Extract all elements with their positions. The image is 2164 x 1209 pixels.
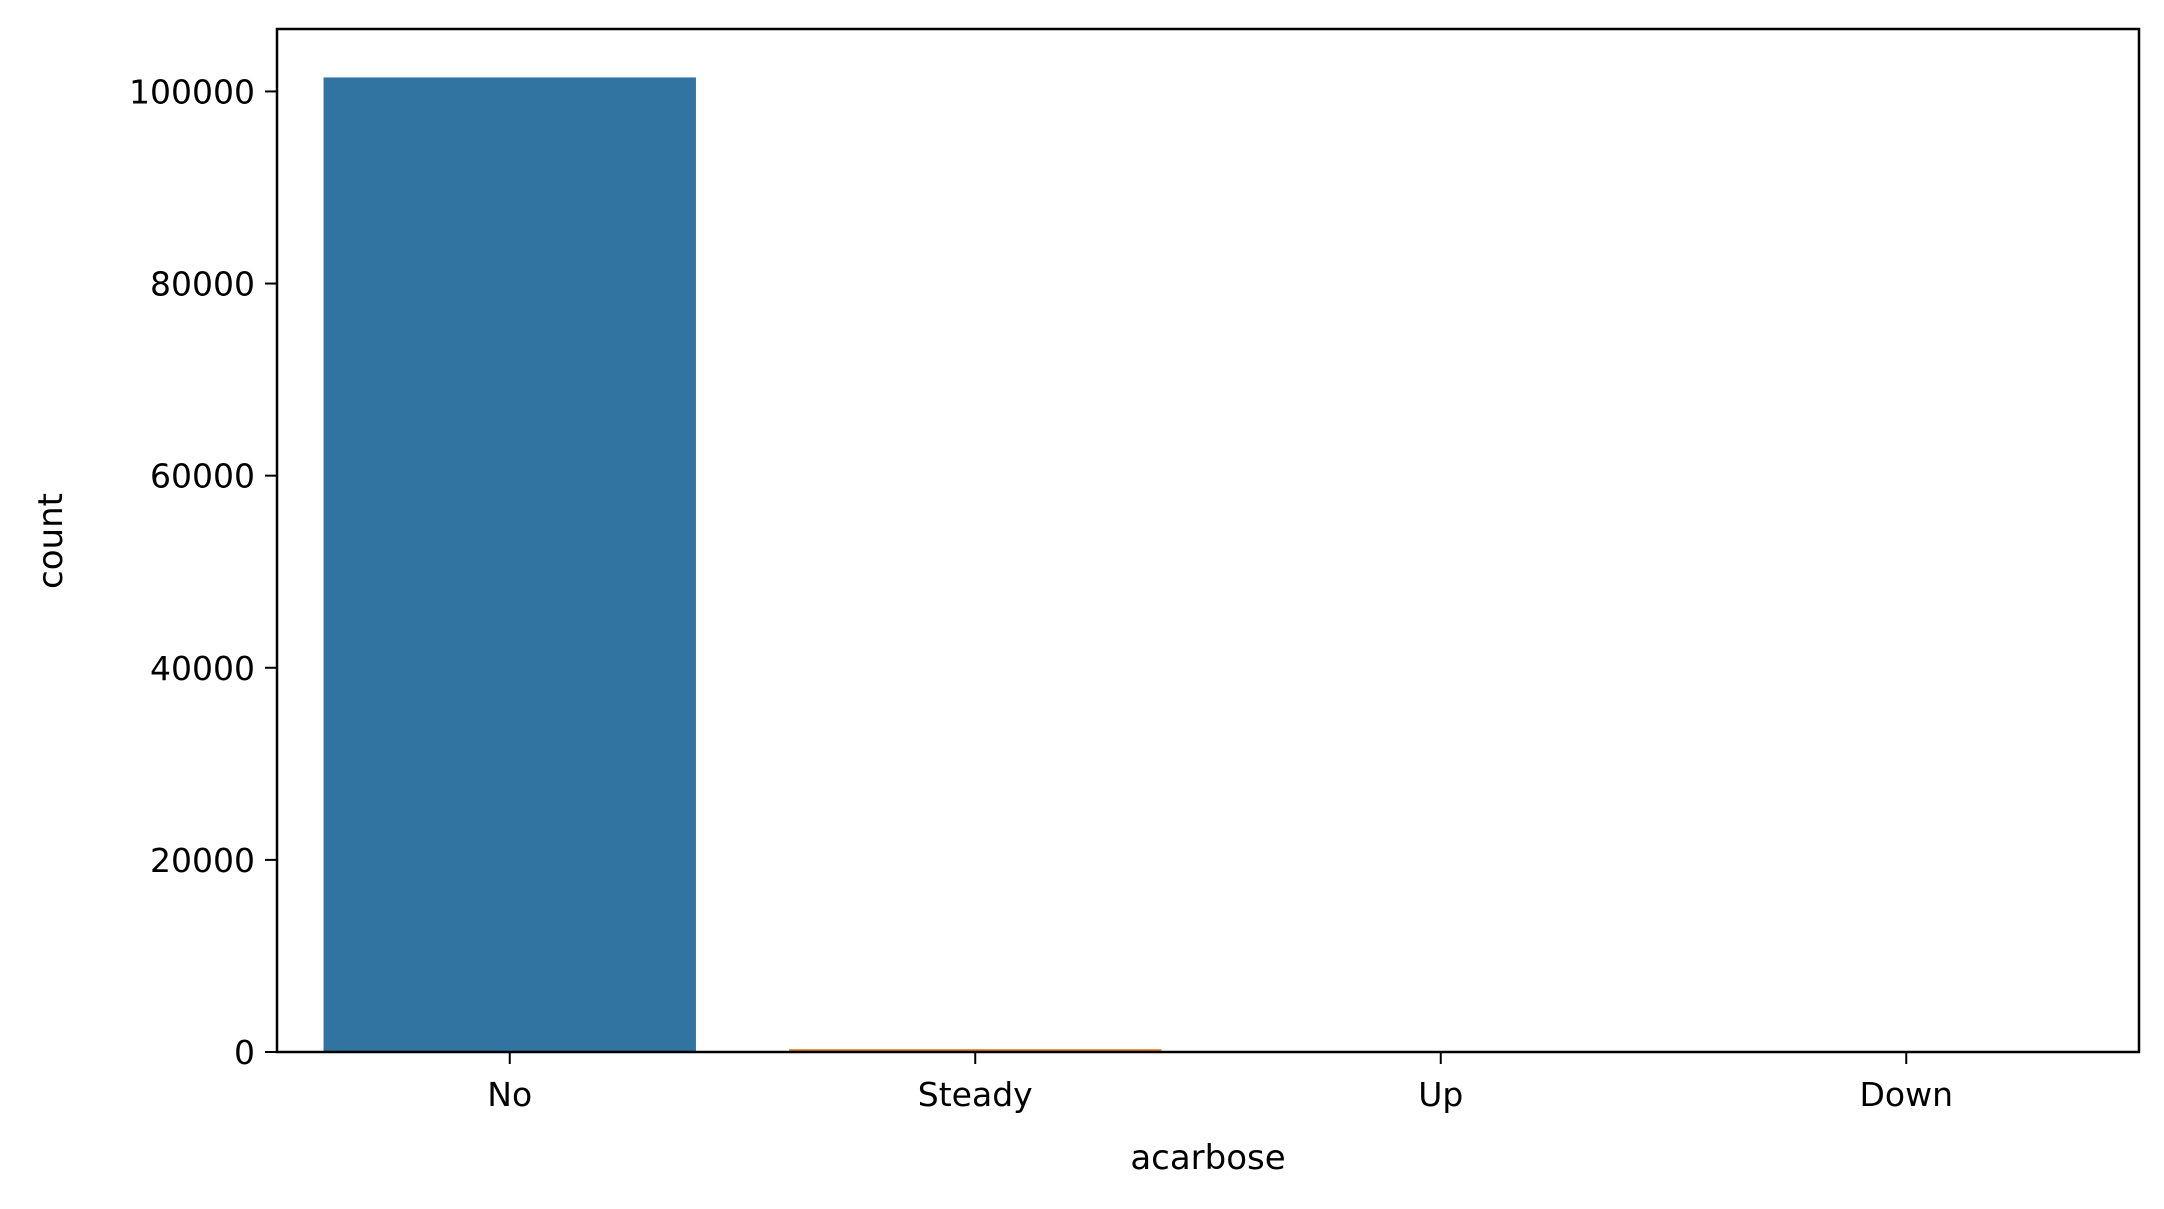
x-tick-label: Steady (918, 1075, 1033, 1114)
y-axis: 0 20000 40000 60000 80000 100000 (129, 72, 277, 1072)
x-tick-label: Down (1859, 1075, 1953, 1114)
x-axis-label: acarbose (1130, 1138, 1285, 1178)
y-tick-label: 60000 (150, 457, 255, 496)
x-tick-label: No (487, 1075, 532, 1114)
bar-no (324, 77, 696, 1052)
y-tick-label: 40000 (150, 649, 255, 688)
x-tick-label: Up (1418, 1075, 1463, 1114)
y-tick-label: 80000 (150, 265, 255, 304)
bars-group (324, 77, 2093, 1052)
y-tick-label: 0 (234, 1033, 255, 1072)
y-axis-label: count (31, 493, 71, 589)
y-tick-label: 100000 (129, 72, 255, 111)
y-tick-label: 20000 (150, 841, 255, 880)
x-axis: No Steady Up Down (487, 1052, 1953, 1114)
